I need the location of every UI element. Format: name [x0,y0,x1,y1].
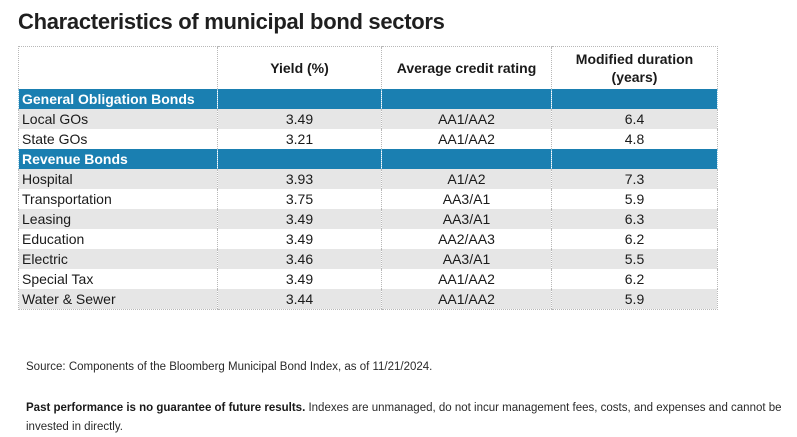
duration-value: 6.2 [551,229,718,249]
section-label: General Obligation Bonds [18,89,218,109]
duration-value: 5.9 [551,189,718,209]
credit-rating-value: AA1/AA2 [381,289,552,310]
section-row-general-obligation: General Obligation Bonds [18,89,718,109]
duration-value: 4.8 [551,129,718,149]
section-row-revenue: Revenue Bonds [18,149,718,169]
yield-value: 3.49 [217,109,382,129]
table-row: Special Tax 3.49 AA1/AA2 6.2 [18,269,718,289]
yield-value: 3.21 [217,129,382,149]
sector-name: Education [18,229,218,249]
header-sector [18,46,218,89]
credit-rating-value: AA3/A1 [381,189,552,209]
table-row: Transportation 3.75 AA3/A1 5.9 [18,189,718,209]
table-header-row: Yield (%) Average credit rating Modified… [18,46,718,89]
duration-value: 6.4 [551,109,718,129]
table-row: Local GOs 3.49 AA1/AA2 6.4 [18,109,718,129]
duration-value: 5.5 [551,249,718,269]
sector-name: Local GOs [18,109,218,129]
credit-rating-value: A1/A2 [381,169,552,189]
table-row: Hospital 3.93 A1/A2 7.3 [18,169,718,189]
sector-name: Electric [18,249,218,269]
header-yield: Yield (%) [217,46,382,89]
yield-value: 3.75 [217,189,382,209]
duration-value: 7.3 [551,169,718,189]
sector-name: Special Tax [18,269,218,289]
sector-name: Leasing [18,209,218,229]
yield-value: 3.49 [217,269,382,289]
disclaimer-bold: Past performance is no guarantee of futu… [26,402,306,414]
duration-value: 5.9 [551,289,718,310]
credit-rating-value: AA2/AA3 [381,229,552,249]
table-row: State GOs 3.21 AA1/AA2 4.8 [18,129,718,149]
sector-name: Transportation [18,189,218,209]
duration-value: 6.3 [551,209,718,229]
table-row: Education 3.49 AA2/AA3 6.2 [18,229,718,249]
credit-rating-value: AA3/A1 [381,249,552,269]
yield-value: 3.46 [217,249,382,269]
sector-name: Water & Sewer [18,289,218,310]
disclaimer: Past performance is no guarantee of futu… [26,399,786,437]
duration-value: 6.2 [551,269,718,289]
table-row: Leasing 3.49 AA3/A1 6.3 [18,209,718,229]
page-title: Characteristics of municipal bond sector… [18,9,445,34]
yield-value: 3.49 [217,209,382,229]
sector-name: Hospital [18,169,218,189]
credit-rating-value: AA1/AA2 [381,129,552,149]
credit-rating-value: AA3/A1 [381,209,552,229]
table-row: Water & Sewer 3.44 AA1/AA2 5.9 [18,289,718,310]
bond-sectors-table: Yield (%) Average credit rating Modified… [18,46,718,310]
yield-value: 3.44 [217,289,382,310]
sector-name: State GOs [18,129,218,149]
disclaimer-text: Indexes are unmanaged, do not incur mana… [26,402,782,433]
section-label: Revenue Bonds [18,149,218,169]
header-credit-rating: Average credit rating [381,46,552,89]
table-row: Electric 3.46 AA3/A1 5.5 [18,249,718,269]
source-note: Source: Components of the Bloomberg Muni… [26,361,433,373]
yield-value: 3.93 [217,169,382,189]
credit-rating-value: AA1/AA2 [381,269,552,289]
header-modified-duration: Modified duration (years) [551,46,718,89]
yield-value: 3.49 [217,229,382,249]
credit-rating-value: AA1/AA2 [381,109,552,129]
